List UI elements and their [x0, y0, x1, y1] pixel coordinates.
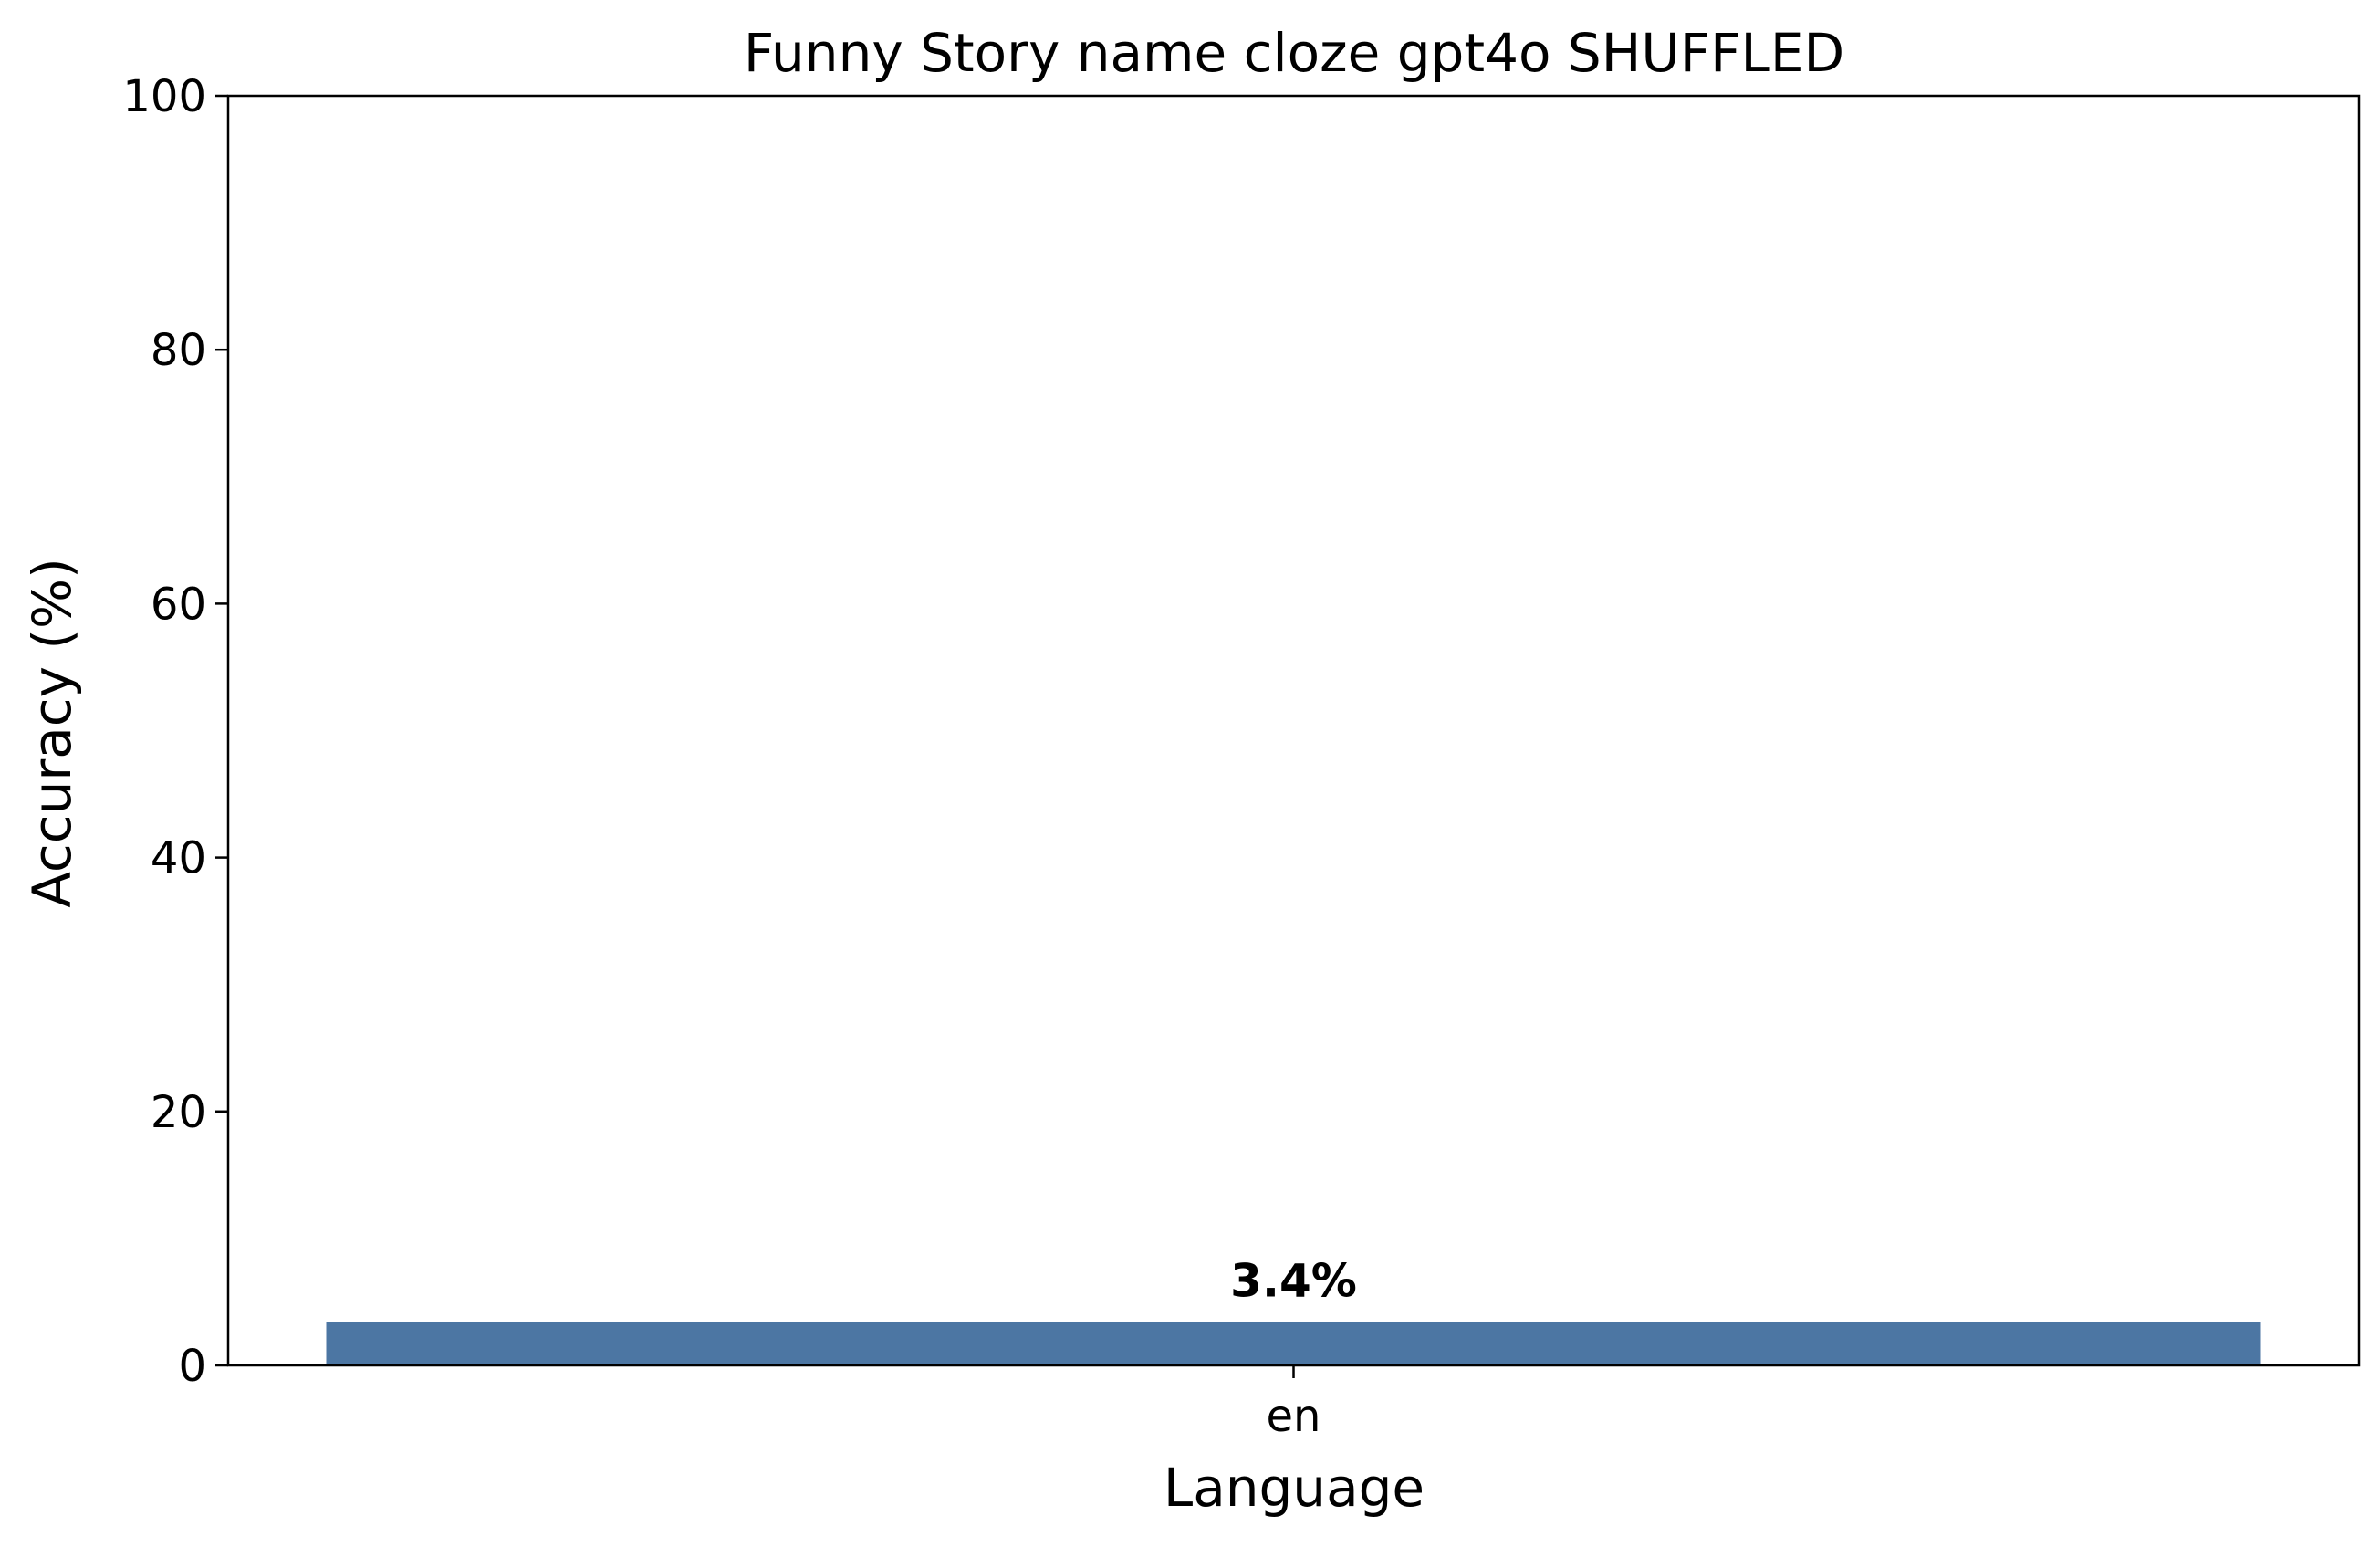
data-label-en: 3.4%: [1230, 1255, 1357, 1308]
y-tick-label: 20: [151, 1087, 206, 1138]
y-tick-label: 40: [151, 833, 206, 884]
x-axis-label: Language: [1164, 1457, 1425, 1519]
y-tick-label: 60: [151, 579, 206, 630]
x-axis-ticks: en: [1267, 1365, 1321, 1442]
bar-en: [326, 1322, 2261, 1365]
y-tick-label: 100: [122, 71, 206, 122]
plot-frame: [226, 94, 2361, 1367]
y-tick-label: 0: [178, 1341, 206, 1392]
bars-layer: [326, 1322, 2261, 1365]
x-tick-label: en: [1267, 1391, 1321, 1442]
y-axis-label: Accuracy (%): [21, 558, 83, 908]
y-tick-label: 80: [151, 325, 206, 376]
y-axis-ticks: 0 20 40 60 80 100: [122, 71, 228, 1392]
data-labels: 3.4%: [1230, 1255, 1357, 1308]
chart-title: Funny Story name cloze gpt4o SHUFFLED: [744, 22, 1844, 84]
